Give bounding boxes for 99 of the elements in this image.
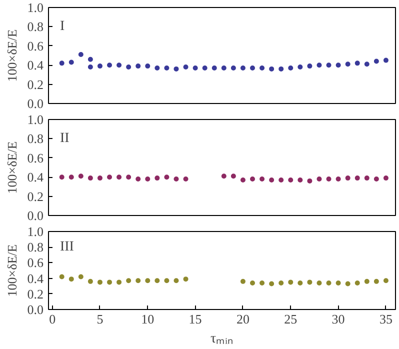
point — [345, 281, 350, 286]
point — [364, 62, 370, 67]
point — [250, 65, 256, 70]
point — [288, 280, 294, 285]
point — [336, 280, 341, 286]
point — [174, 66, 179, 72]
point — [59, 274, 64, 280]
point — [202, 65, 208, 70]
point — [288, 65, 294, 70]
point — [316, 280, 322, 286]
point — [68, 276, 74, 282]
point — [97, 280, 102, 285]
point — [354, 280, 360, 286]
point — [240, 278, 246, 284]
point — [298, 64, 303, 70]
point — [240, 65, 246, 70]
point — [278, 280, 284, 286]
point — [221, 65, 226, 70]
point — [230, 65, 236, 70]
point — [116, 280, 122, 285]
y-tick-label: 0.6 — [27, 255, 44, 270]
point — [116, 62, 122, 68]
point — [59, 60, 64, 66]
x-tick-label: 5 — [96, 312, 104, 326]
point — [298, 280, 303, 286]
point — [136, 278, 141, 284]
point — [88, 64, 93, 70]
point — [326, 280, 332, 286]
point — [307, 280, 312, 285]
x-tick-label: 10 — [141, 312, 154, 326]
point — [183, 276, 188, 282]
point — [164, 65, 170, 70]
y-tick-label: 0.4 — [27, 58, 44, 73]
point — [250, 280, 256, 286]
point — [374, 58, 379, 64]
point — [383, 58, 388, 63]
y-axis-title: 100×δE/E — [4, 29, 20, 82]
y-axis-title: 100×δE/E — [4, 141, 20, 194]
y-tick-label: 0.8 — [27, 131, 44, 146]
point — [183, 64, 188, 70]
point — [260, 65, 265, 70]
x-tick-label: 20 — [236, 312, 250, 326]
x-tick-label: 15 — [188, 312, 202, 326]
y-tick-label: 1.0 — [27, 112, 44, 127]
point — [354, 60, 360, 66]
y-axis-title: 100×δE/E — [4, 244, 20, 297]
x-tick-label: 25 — [284, 312, 298, 326]
annotation: III — [60, 240, 74, 255]
x-tick-label: 35 — [379, 312, 392, 326]
point — [345, 62, 350, 67]
point — [88, 278, 93, 284]
point — [364, 278, 370, 284]
x-tick-label: 0 — [49, 312, 56, 326]
point — [260, 280, 265, 286]
y-tick-label: 1.0 — [27, 0, 44, 15]
y-tick-label: 0.0 — [27, 208, 44, 223]
point — [68, 60, 74, 65]
point — [126, 278, 132, 284]
point — [136, 64, 141, 69]
point — [126, 64, 132, 70]
y-tick-label: 1.0 — [27, 224, 44, 239]
point — [278, 66, 284, 72]
point — [145, 64, 150, 69]
y-tick-label: 0.6 — [27, 38, 44, 54]
point — [145, 278, 150, 284]
annotation: I — [60, 19, 65, 34]
point — [212, 65, 217, 70]
point — [97, 64, 102, 69]
y-tick-label: 0.4 — [27, 270, 44, 286]
point — [383, 278, 388, 284]
y-tick-label: 0.2 — [27, 286, 44, 302]
point — [269, 66, 274, 72]
point — [336, 62, 341, 68]
point — [326, 62, 332, 68]
point — [174, 278, 179, 284]
point — [307, 64, 312, 69]
point — [316, 62, 322, 68]
y-tick-label: 0.6 — [27, 150, 44, 166]
point — [78, 274, 84, 280]
point — [107, 62, 112, 68]
point — [164, 278, 170, 284]
y-tick-label: 0.2 — [27, 188, 44, 204]
point — [78, 52, 84, 58]
y-tick-label: 0.8 — [27, 19, 44, 34]
y-tick-label: 0.0 — [27, 302, 44, 317]
x-axis-title: τₘᵢₙ — [210, 332, 234, 346]
y-tick-label: 0.4 — [27, 170, 44, 185]
y-tick-label: 0.8 — [27, 240, 44, 255]
x-tick-label: 30 — [332, 312, 345, 326]
point — [269, 281, 274, 286]
point — [154, 278, 160, 284]
point — [374, 278, 379, 284]
point — [192, 65, 198, 70]
point — [88, 56, 93, 62]
annotation: II — [60, 131, 70, 146]
point — [107, 280, 112, 285]
y-tick-label: 0.0 — [27, 96, 44, 111]
y-tick-label: 0.2 — [27, 76, 44, 92]
point — [154, 65, 160, 70]
